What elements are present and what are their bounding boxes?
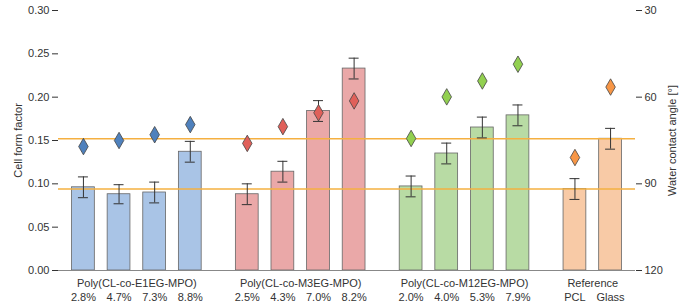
- svg-text:0.20: 0.20: [28, 91, 49, 103]
- svg-text:Poly(CL-co-M3EG-MPO): Poly(CL-co-M3EG-MPO): [240, 277, 362, 289]
- svg-text:Glass: Glass: [597, 291, 626, 303]
- svg-text:4.0%: 4.0%: [434, 291, 459, 303]
- svg-text:2.0%: 2.0%: [399, 291, 424, 303]
- svg-text:4.3%: 4.3%: [270, 291, 295, 303]
- svg-text:8.2%: 8.2%: [342, 291, 367, 303]
- svg-text:7.0%: 7.0%: [306, 291, 331, 303]
- svg-text:90: 90: [645, 177, 657, 189]
- svg-text:Cell form factor: Cell form factor: [12, 103, 24, 178]
- svg-text:0.25: 0.25: [28, 47, 49, 59]
- svg-text:30: 30: [645, 4, 657, 16]
- svg-text:Reference: Reference: [567, 277, 618, 289]
- svg-text:7.9%: 7.9%: [505, 291, 530, 303]
- svg-text:0.15: 0.15: [28, 134, 49, 146]
- svg-text:0.10: 0.10: [28, 177, 49, 189]
- svg-text:0.00: 0.00: [28, 264, 49, 276]
- svg-text:8.8%: 8.8%: [178, 291, 203, 303]
- svg-text:120: 120: [645, 264, 663, 276]
- svg-text:5.3%: 5.3%: [470, 291, 495, 303]
- svg-text:PCL: PCL: [564, 291, 585, 303]
- svg-text:60: 60: [645, 91, 657, 103]
- svg-text:4.7%: 4.7%: [107, 291, 132, 303]
- svg-text:7.3%: 7.3%: [142, 291, 167, 303]
- svg-text:0.05: 0.05: [28, 221, 49, 233]
- svg-text:Poly(CL-co-M12EG-MPO): Poly(CL-co-M12EG-MPO): [401, 277, 529, 289]
- svg-text:Water contact angle [°]: Water contact angle [°]: [666, 85, 678, 196]
- svg-text:Poly(CL-co-E1EG-MPO): Poly(CL-co-E1EG-MPO): [77, 277, 197, 289]
- svg-text:2.8%: 2.8%: [71, 291, 96, 303]
- svg-text:0.30: 0.30: [28, 4, 49, 16]
- svg-text:2.5%: 2.5%: [235, 291, 260, 303]
